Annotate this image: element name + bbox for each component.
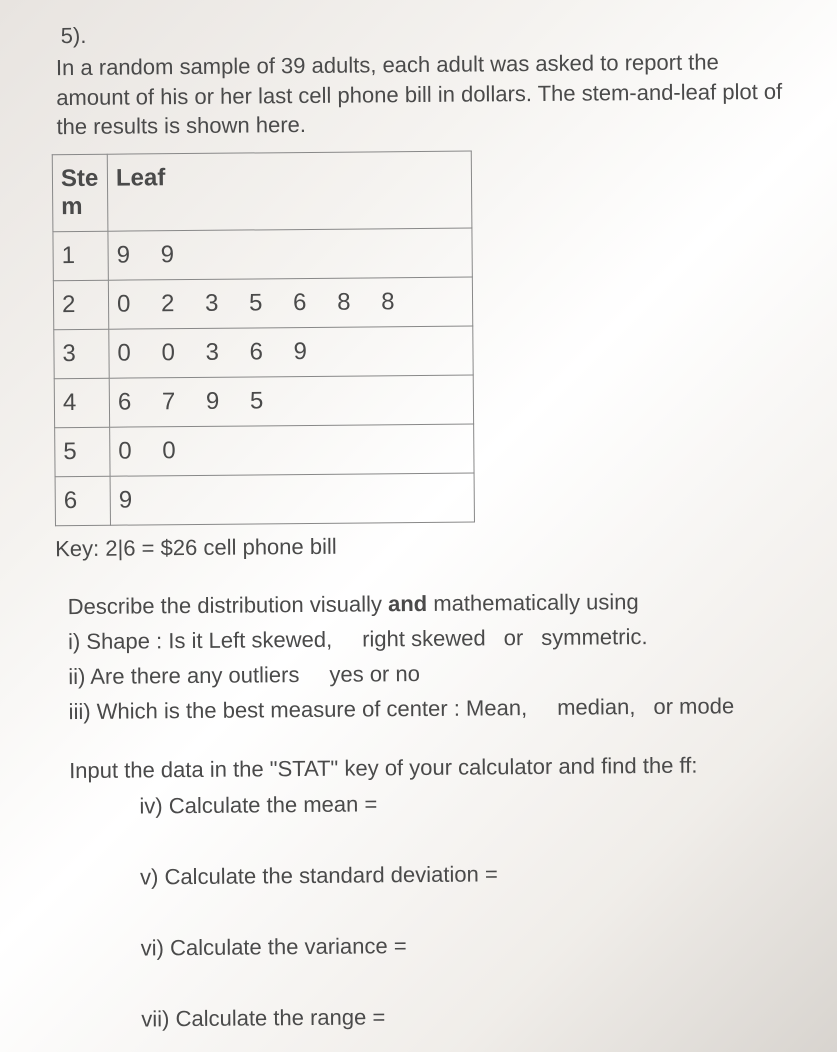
intro-paragraph: In a random sample of 39 adults, each ad… [51,47,784,142]
calc-mean: iv) Calculate the mean = [139,788,789,820]
question-outliers: ii) Are there any outliers yes or no [68,654,788,693]
question-center: iii) Which is the best measure of center… [68,689,788,728]
outliers-q2a: ii) Are there any outliers [68,662,299,689]
heading-bold: and [388,591,427,616]
table-row: 3 0 0 3 6 9 [54,326,473,379]
header-leaf: Leaf [107,151,472,231]
center-q3c: or mode [653,693,734,719]
table-row: 6 9 [55,473,474,526]
leaf-cell: 9 9 [108,228,472,280]
stem-cell: 4 [54,378,109,427]
table-row: 2 0 2 3 5 6 8 8 [53,277,472,330]
heading-part1: Describe the distribution visually [68,591,389,619]
table-header-row: Stem Leaf [52,151,472,232]
stem-leaf-table: Stem Leaf 1 9 9 2 0 2 3 5 6 8 8 3 0 0 3 … [52,151,475,527]
calc-intro: Input the data in the "STAT" key of your… [69,752,789,784]
center-q3a: iii) Which is the best measure of center… [69,695,528,724]
table-key: Key: 2|6 = $26 cell phone bill [55,530,787,562]
leaf-cell: 6 7 9 5 [109,375,473,427]
calc-stddev: v) Calculate the standard deviation = [140,859,790,891]
shape-q1b: right skewed [362,626,486,652]
calc-variance: vi) Calculate the variance = [141,930,791,962]
heading-part2: mathematically using [427,589,639,616]
stem-cell: 5 [55,427,110,476]
leaf-cell: 0 0 3 6 9 [109,326,473,378]
calculation-section: Input the data in the "STAT" key of your… [69,752,791,1033]
center-q3b: median, [557,694,635,720]
leaf-cell: 0 2 3 5 6 8 8 [108,277,472,329]
shape-q1c: or [504,625,524,650]
calc-range: vii) Calculate the range = [141,1001,791,1033]
table-row: 5 0 0 [55,424,474,477]
table-row: 1 9 9 [53,228,472,281]
question-number: 5). [61,17,783,49]
question-shape: i) Shape : Is it Left skewed, right skewe… [68,619,788,658]
outliers-q2b: yes or no [329,661,420,687]
leaf-cell: 9 [110,473,474,525]
stem-cell: 3 [54,329,109,378]
shape-q1d: symmetric. [541,624,648,650]
table-row: 4 6 7 9 5 [54,375,473,428]
stem-cell: 6 [55,476,110,525]
shape-q1a: i) Shape : Is it Left skewed, [68,627,332,654]
describe-heading: Describe the distribution visually and m… [68,584,788,623]
describe-section: Describe the distribution visually and m… [68,584,789,728]
stem-cell: 1 [53,231,108,280]
header-stem: Stem [52,154,108,231]
leaf-cell: 0 0 [110,424,474,476]
stem-cell: 2 [53,280,108,329]
